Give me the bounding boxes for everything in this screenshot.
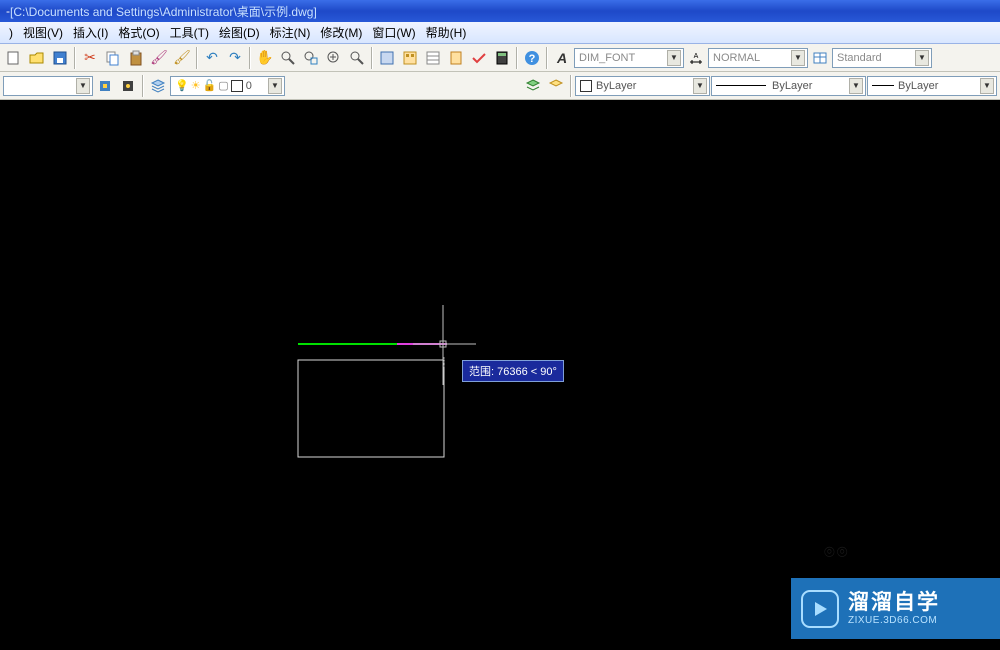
toolbar-layers: ▼ 💡 ☀ 🔓 ▢ 0 ▼ ByLayer ▼ ByLayer ▼ ByLaye… <box>0 72 1000 100</box>
dropdown-arrow-icon: ▼ <box>915 50 929 66</box>
lock-icon: 🔓 <box>203 79 217 92</box>
tool-palettes-icon[interactable] <box>422 47 444 69</box>
dropdown-arrow-icon: ▼ <box>268 78 282 94</box>
menu-draw[interactable]: 绘图(D) <box>214 22 265 43</box>
dim-style-combo[interactable]: DIM_FONT ▼ <box>574 48 684 68</box>
play-icon <box>801 590 839 628</box>
line-sample <box>716 85 766 86</box>
layer-combo[interactable]: 💡 ☀ 🔓 ▢ 0 ▼ <box>170 76 285 96</box>
paste-icon[interactable] <box>125 47 147 69</box>
color-swatch <box>580 80 592 92</box>
layer-manager-icon[interactable] <box>147 75 169 97</box>
drawing-canvas[interactable]: 范围: 76366 < 90° ⌾⌾ 溜溜自学 ZIXUE.3D66.COM <box>0 100 1000 650</box>
menu-help[interactable]: 帮助(H) <box>421 22 472 43</box>
separator <box>196 47 198 69</box>
new-icon[interactable] <box>3 47 25 69</box>
brand-url: ZIXUE.3D66.COM <box>848 615 940 627</box>
table-style-icon[interactable] <box>809 47 831 69</box>
dropdown-arrow-icon: ▼ <box>76 78 90 94</box>
layer-name: 0 <box>246 80 252 92</box>
dim-update-icon[interactable]: A <box>685 47 707 69</box>
copy-icon[interactable] <box>102 47 124 69</box>
redo-icon[interactable]: ↷ <box>224 47 246 69</box>
menu-view[interactable]: 视图(V) <box>18 22 68 43</box>
menu-modify[interactable]: 修改(M) <box>315 22 367 43</box>
sheet-set-icon[interactable] <box>445 47 467 69</box>
color-value: ByLayer <box>596 80 636 92</box>
menu-insert[interactable]: 插入(I) <box>68 22 113 43</box>
table-style-value: Standard <box>837 52 882 64</box>
brand-badge: 溜溜自学 ZIXUE.3D66.COM <box>791 578 1000 639</box>
zoom-extents-icon[interactable] <box>346 47 368 69</box>
pan-icon[interactable]: ✋ <box>254 47 276 69</box>
undo-icon[interactable]: ↶ <box>201 47 223 69</box>
menu-dimension[interactable]: 标注(N) <box>265 22 316 43</box>
menu-item[interactable]: ) <box>4 24 18 42</box>
dropdown-arrow-icon: ▼ <box>667 50 681 66</box>
separator <box>74 47 76 69</box>
quickcalc-icon[interactable] <box>491 47 513 69</box>
text-style-value: NORMAL <box>713 52 760 64</box>
svg-text:?: ? <box>529 53 536 65</box>
brand-name: 溜溜自学 <box>848 590 940 615</box>
brush-icon[interactable]: 🖌 <box>171 47 193 69</box>
rect-shape <box>298 360 444 457</box>
toolbar-standard: ✂ 🖌 🖌 ↶ ↷ ✋ ? A DIM_FO <box>0 44 1000 72</box>
lightbulb-icon: 💡 <box>175 79 189 92</box>
layer-states-icon[interactable] <box>545 75 567 97</box>
linetype-combo[interactable]: ByLayer ▼ <box>711 76 866 96</box>
workspace-combo[interactable]: ▼ <box>3 76 93 96</box>
match-icon[interactable]: 🖌 <box>148 47 170 69</box>
title-bar: - [C:\Documents and Settings\Administrat… <box>0 0 1000 22</box>
dropdown-arrow-icon: ▼ <box>791 50 805 66</box>
zoom-previous-icon[interactable] <box>323 47 345 69</box>
properties-icon[interactable] <box>376 47 398 69</box>
color-swatch <box>231 80 243 92</box>
menu-format[interactable]: 格式(O) <box>113 22 164 43</box>
menu-bar: ) 视图(V) 插入(I) 格式(O) 工具(T) 绘图(D) 标注(N) 修改… <box>0 22 1000 44</box>
dropdown-arrow-icon: ▼ <box>693 78 707 94</box>
cut-icon[interactable]: ✂ <box>79 47 101 69</box>
menu-tools[interactable]: 工具(T) <box>165 22 214 43</box>
text-style-combo[interactable]: NORMAL ▼ <box>708 48 808 68</box>
separator <box>516 47 518 69</box>
workspace-settings-icon[interactable] <box>94 75 116 97</box>
markup-icon[interactable] <box>468 47 490 69</box>
separator <box>570 75 572 97</box>
separator <box>249 47 251 69</box>
design-center-icon[interactable] <box>399 47 421 69</box>
plot-icon: ▢ <box>218 79 228 92</box>
svg-text:A: A <box>694 53 699 60</box>
open-icon[interactable] <box>26 47 48 69</box>
textstyle-icon[interactable]: A <box>551 47 573 69</box>
menu-window[interactable]: 窗口(W) <box>367 22 420 43</box>
document-path: [C:\Documents and Settings\Administrator… <box>10 3 317 20</box>
dropdown-arrow-icon: ▼ <box>980 78 994 94</box>
tooltip-text: 范围: 76366 < 90° <box>469 366 557 378</box>
dropdown-arrow-icon: ▼ <box>849 78 863 94</box>
dynamic-input-tooltip: 范围: 76366 < 90° <box>462 360 564 382</box>
linetype-value: ByLayer <box>772 80 812 92</box>
color-combo[interactable]: ByLayer ▼ <box>575 76 710 96</box>
workspace-save-icon[interactable] <box>117 75 139 97</box>
lineweight-combo[interactable]: ByLayer ▼ <box>867 76 997 96</box>
table-style-combo[interactable]: Standard ▼ <box>832 48 932 68</box>
watermark-icon: ⌾⌾ <box>824 542 850 563</box>
sun-icon: ☀ <box>191 79 201 92</box>
help-icon[interactable]: ? <box>521 47 543 69</box>
zoom-realtime-icon[interactable] <box>277 47 299 69</box>
separator <box>371 47 373 69</box>
separator <box>142 75 144 97</box>
separator <box>546 47 548 69</box>
zoom-window-icon[interactable] <box>300 47 322 69</box>
dim-style-value: DIM_FONT <box>579 52 635 64</box>
save-icon[interactable] <box>49 47 71 69</box>
lineweight-value: ByLayer <box>898 80 938 92</box>
line-sample <box>872 85 894 86</box>
layer-previous-icon[interactable] <box>522 75 544 97</box>
